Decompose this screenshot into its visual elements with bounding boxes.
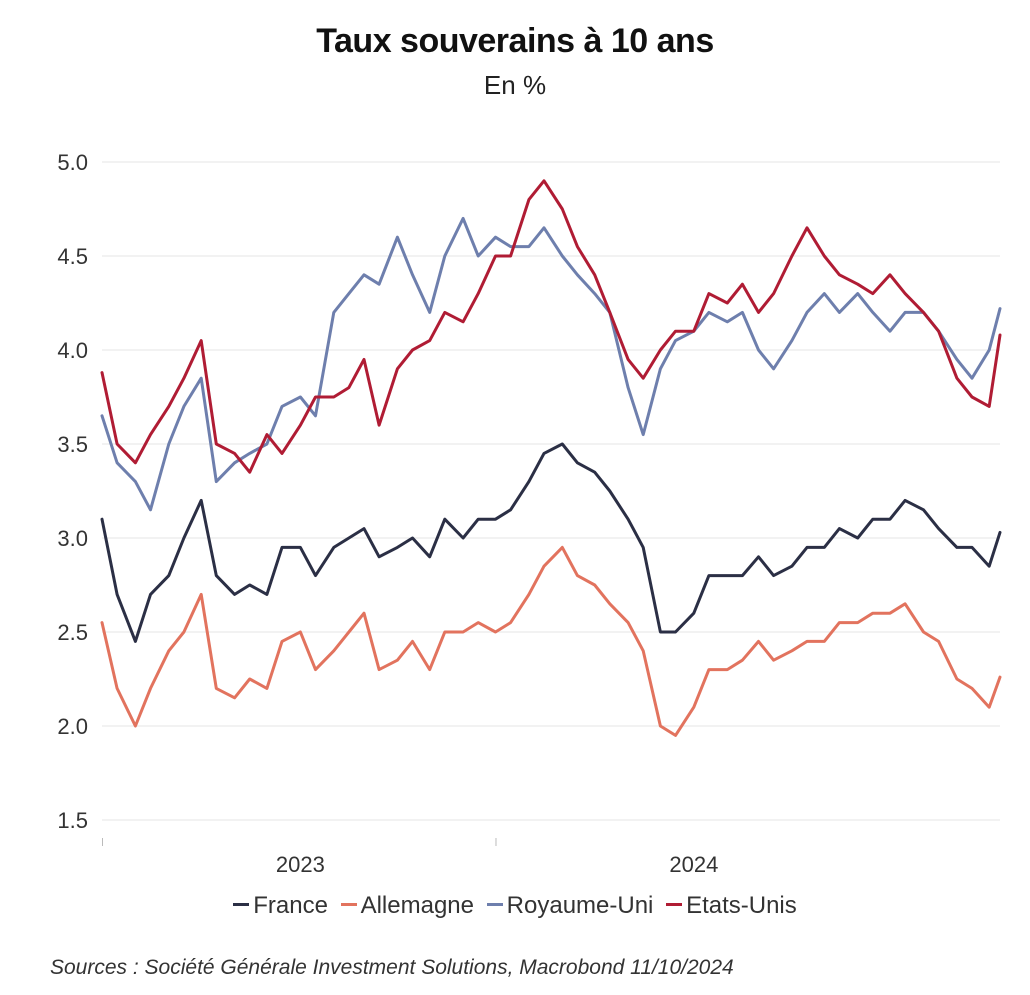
legend-swatch-royaume-uni [486, 903, 503, 907]
series-line-royaume-uni [100, 216, 1002, 512]
grid-lines [102, 161, 1000, 821]
x-tick-label: 2023 [276, 852, 325, 877]
legend-label-etats-unis: Etats-Unis [686, 892, 797, 919]
legend-label-france: France [253, 892, 328, 919]
series-lines [100, 179, 1002, 737]
y-tick-label: 3.0 [57, 526, 88, 551]
series-line-allemagne [100, 545, 1002, 737]
series-line-france [100, 442, 1002, 643]
y-tick-label: 2.0 [57, 714, 88, 739]
y-axis-ticks: 1.5 2.0 2.5 3.0 3.5 4.0 4.5 5.0 [57, 150, 88, 833]
series-line-etats-unis [100, 179, 1002, 474]
legend-item-etats-unis: Etats-Unis [666, 892, 797, 920]
chart-title: Taux souverains à 10 ans [316, 22, 714, 60]
x-tick-label: 2024 [669, 852, 718, 877]
legend-swatch-allemagne [340, 903, 357, 907]
legend-swatch-france [233, 903, 250, 907]
y-tick-label: 2.5 [57, 620, 88, 645]
legend-label-royaume-uni: Royaume-Uni [506, 892, 654, 919]
y-tick-label: 1.5 [57, 808, 88, 833]
x-axis: 2023 2024 [102, 838, 718, 877]
legend: France Allemagne Royaume-Uni Etats-Unis [0, 892, 1030, 920]
y-tick-label: 4.5 [57, 244, 88, 269]
source-note: Sources : Société Générale Investment So… [50, 956, 734, 979]
legend-label-allemagne: Allemagne [360, 892, 474, 919]
legend-swatch-etats-unis [666, 903, 683, 907]
legend-item-allemagne: Allemagne [340, 892, 474, 920]
y-tick-label: 4.0 [57, 338, 88, 363]
legend-item-royaume-uni: Royaume-Uni [486, 892, 654, 920]
y-tick-label: 5.0 [57, 150, 88, 175]
chart-subtitle: En % [483, 70, 547, 100]
legend-item-france: France [233, 892, 328, 920]
line-chart: 1.5 2.0 2.5 3.0 3.5 4.0 4.5 5.0 2023 2024 [57, 150, 1002, 877]
y-tick-label: 3.5 [57, 432, 88, 457]
